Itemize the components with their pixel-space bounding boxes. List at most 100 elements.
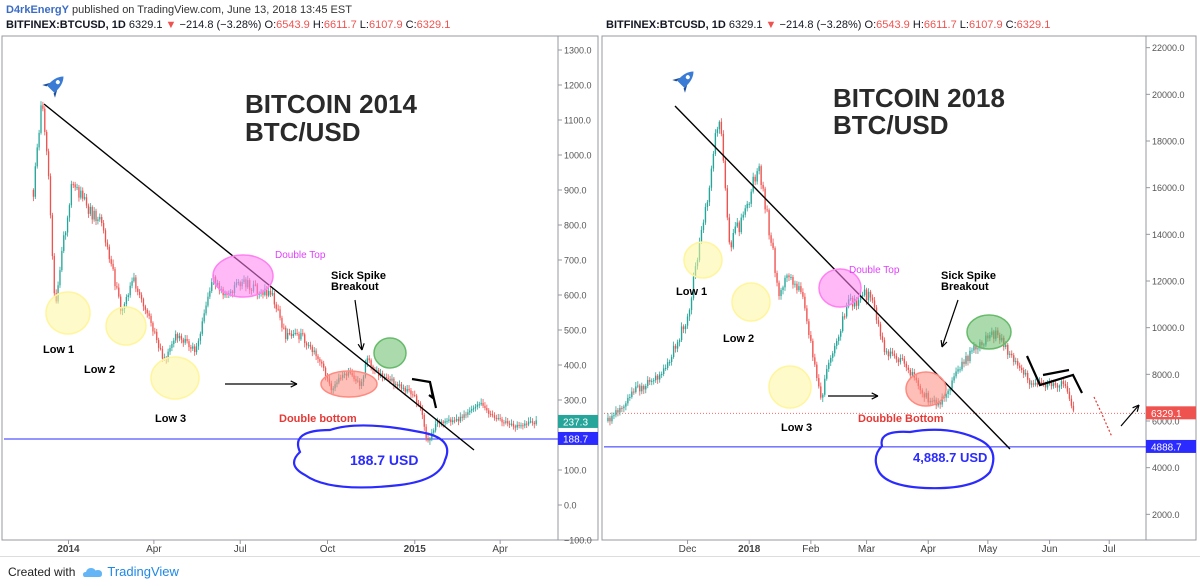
candle: [269, 287, 272, 297]
candle-body: [891, 351, 894, 354]
candle-body: [617, 410, 619, 413]
author-name[interactable]: D4rkEnergY: [6, 4, 69, 16]
symbol-change: −214.8 (−3.28%): [780, 19, 862, 31]
horizontal-arrow: [225, 380, 298, 388]
candle-body: [520, 425, 522, 427]
candle-body: [279, 309, 281, 318]
symbol-line: BITFINEX:BTCUSD, 1D 6329.1 ▼ −214.8 (−3.…: [606, 19, 1050, 31]
candle-body: [955, 371, 957, 377]
candle-body: [455, 418, 458, 421]
candle-body: [385, 377, 387, 379]
candle-body: [294, 333, 296, 335]
candle-body: [156, 331, 158, 341]
price-label: 237.3: [563, 417, 588, 428]
candle-body: [881, 336, 884, 341]
candle-body: [810, 335, 812, 341]
candle: [893, 350, 896, 359]
candle: [400, 381, 403, 393]
candle-body: [893, 353, 896, 356]
candle-body: [410, 390, 412, 395]
candle-body: [1030, 383, 1033, 385]
candle-body: [262, 292, 264, 295]
candle: [275, 301, 277, 313]
candle: [125, 294, 128, 308]
candle: [127, 293, 129, 302]
candle: [489, 410, 492, 418]
candle: [1011, 350, 1013, 358]
candle-body: [266, 288, 268, 296]
symbol-low-label: L:: [360, 19, 369, 31]
candle: [281, 315, 283, 332]
candle-body: [975, 345, 977, 350]
candle-body: [782, 287, 784, 291]
candle-body: [402, 387, 405, 389]
candle-body: [535, 420, 537, 425]
candle-body: [903, 358, 906, 364]
candle-body: [800, 286, 802, 292]
x-tick-label: Dec: [679, 544, 697, 555]
candle: [285, 325, 287, 343]
candle: [639, 383, 641, 396]
candle-body: [163, 357, 165, 359]
candle: [85, 193, 88, 209]
candle-body: [529, 421, 532, 423]
double-bottom-label: Double bottom: [279, 413, 357, 425]
candle: [44, 106, 46, 136]
candle-body: [1032, 383, 1035, 385]
candle: [478, 401, 480, 409]
double-top-ellipse: [212, 254, 274, 298]
candle: [533, 420, 535, 429]
candle: [641, 382, 643, 395]
candle-body: [38, 132, 40, 148]
arrow-head: [1132, 404, 1140, 412]
candle: [472, 405, 475, 413]
candle-body: [845, 306, 848, 317]
candle: [176, 332, 179, 343]
candle-body: [887, 351, 890, 357]
candle-body: [945, 394, 947, 398]
down-arrow-icon: ▼: [163, 19, 177, 31]
candle-body: [762, 184, 764, 189]
x-tick-label: 2018: [738, 544, 761, 555]
candle-body: [941, 396, 943, 405]
double-bottom-ellipse: [905, 371, 947, 407]
candle-body: [794, 283, 796, 285]
candle: [969, 347, 971, 364]
candle: [830, 355, 832, 367]
candle: [182, 337, 184, 347]
candle: [881, 332, 884, 343]
symbol-low-label: L:: [960, 19, 969, 31]
candle-body: [434, 423, 437, 431]
breakout-ellipse: [373, 337, 407, 369]
candle-body: [834, 345, 836, 354]
candle: [161, 345, 164, 362]
chart-title-line1: BITCOIN 2018: [833, 83, 1005, 113]
candle: [503, 419, 505, 427]
x-tick-label: Jul: [1103, 544, 1116, 555]
candle-body: [154, 331, 156, 333]
candle-body: [678, 340, 681, 343]
candle-body: [1015, 361, 1017, 363]
candle-body: [397, 384, 399, 387]
candle-body: [883, 340, 886, 352]
candle: [903, 355, 906, 368]
candle-body: [138, 291, 141, 295]
candle: [674, 343, 677, 353]
candle: [832, 350, 834, 362]
candle: [101, 214, 103, 227]
candle-body: [664, 367, 667, 369]
x-tick-label: 2014: [57, 544, 80, 555]
candle-body: [157, 340, 160, 348]
candle-body: [1007, 344, 1009, 355]
candle-body: [408, 388, 410, 391]
tradingview-brand[interactable]: TradingView: [107, 564, 179, 579]
double-bottom-label: Doubble Bottom: [858, 413, 944, 425]
candle-body: [427, 438, 429, 441]
candle-body: [1054, 383, 1057, 385]
candle-body: [660, 374, 663, 376]
candle-body: [1044, 384, 1047, 388]
price-label: 6329.1: [1151, 409, 1182, 420]
candle-body: [746, 203, 748, 209]
candle: [1058, 384, 1061, 392]
